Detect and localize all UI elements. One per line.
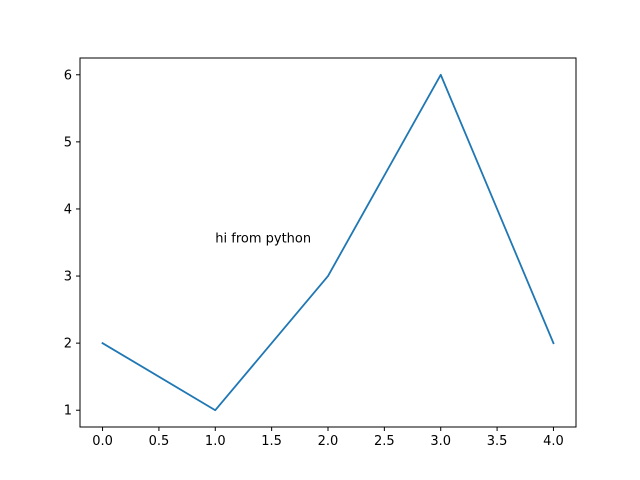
y-axis-ticks: 1 2 3 4 5 6 — [64, 68, 80, 419]
x-tick-label: 3.0 — [430, 434, 451, 449]
x-axis-ticks: 0.0 0.5 1.0 1.5 2.0 2.5 3.0 3.5 4.0 — [92, 427, 564, 449]
plot-area — [80, 58, 576, 427]
y-tick-label: 5 — [64, 135, 72, 150]
plot-frame — [79, 57, 577, 428]
x-tick-label: 0.0 — [92, 434, 113, 449]
x-tick-label: 4.0 — [543, 434, 564, 449]
series-layer — [101, 73, 555, 412]
y-tick-label: 1 — [64, 404, 72, 419]
y-tick-label: 3 — [64, 270, 72, 285]
series-line — [101, 73, 555, 412]
x-tick-label: 1.0 — [205, 434, 226, 449]
annotation-layer: hi from python — [215, 232, 311, 247]
y-tick-label: 4 — [64, 202, 72, 217]
annotation-text: hi from python — [215, 232, 311, 247]
x-tick-label: 3.5 — [487, 434, 508, 449]
x-tick-label: 2.0 — [318, 434, 339, 449]
y-tick-label: 2 — [64, 337, 72, 352]
y-tick-label: 6 — [64, 68, 72, 83]
x-tick-label: 1.5 — [261, 434, 282, 449]
x-tick-label: 0.5 — [149, 434, 170, 449]
x-tick-label: 2.5 — [374, 434, 395, 449]
